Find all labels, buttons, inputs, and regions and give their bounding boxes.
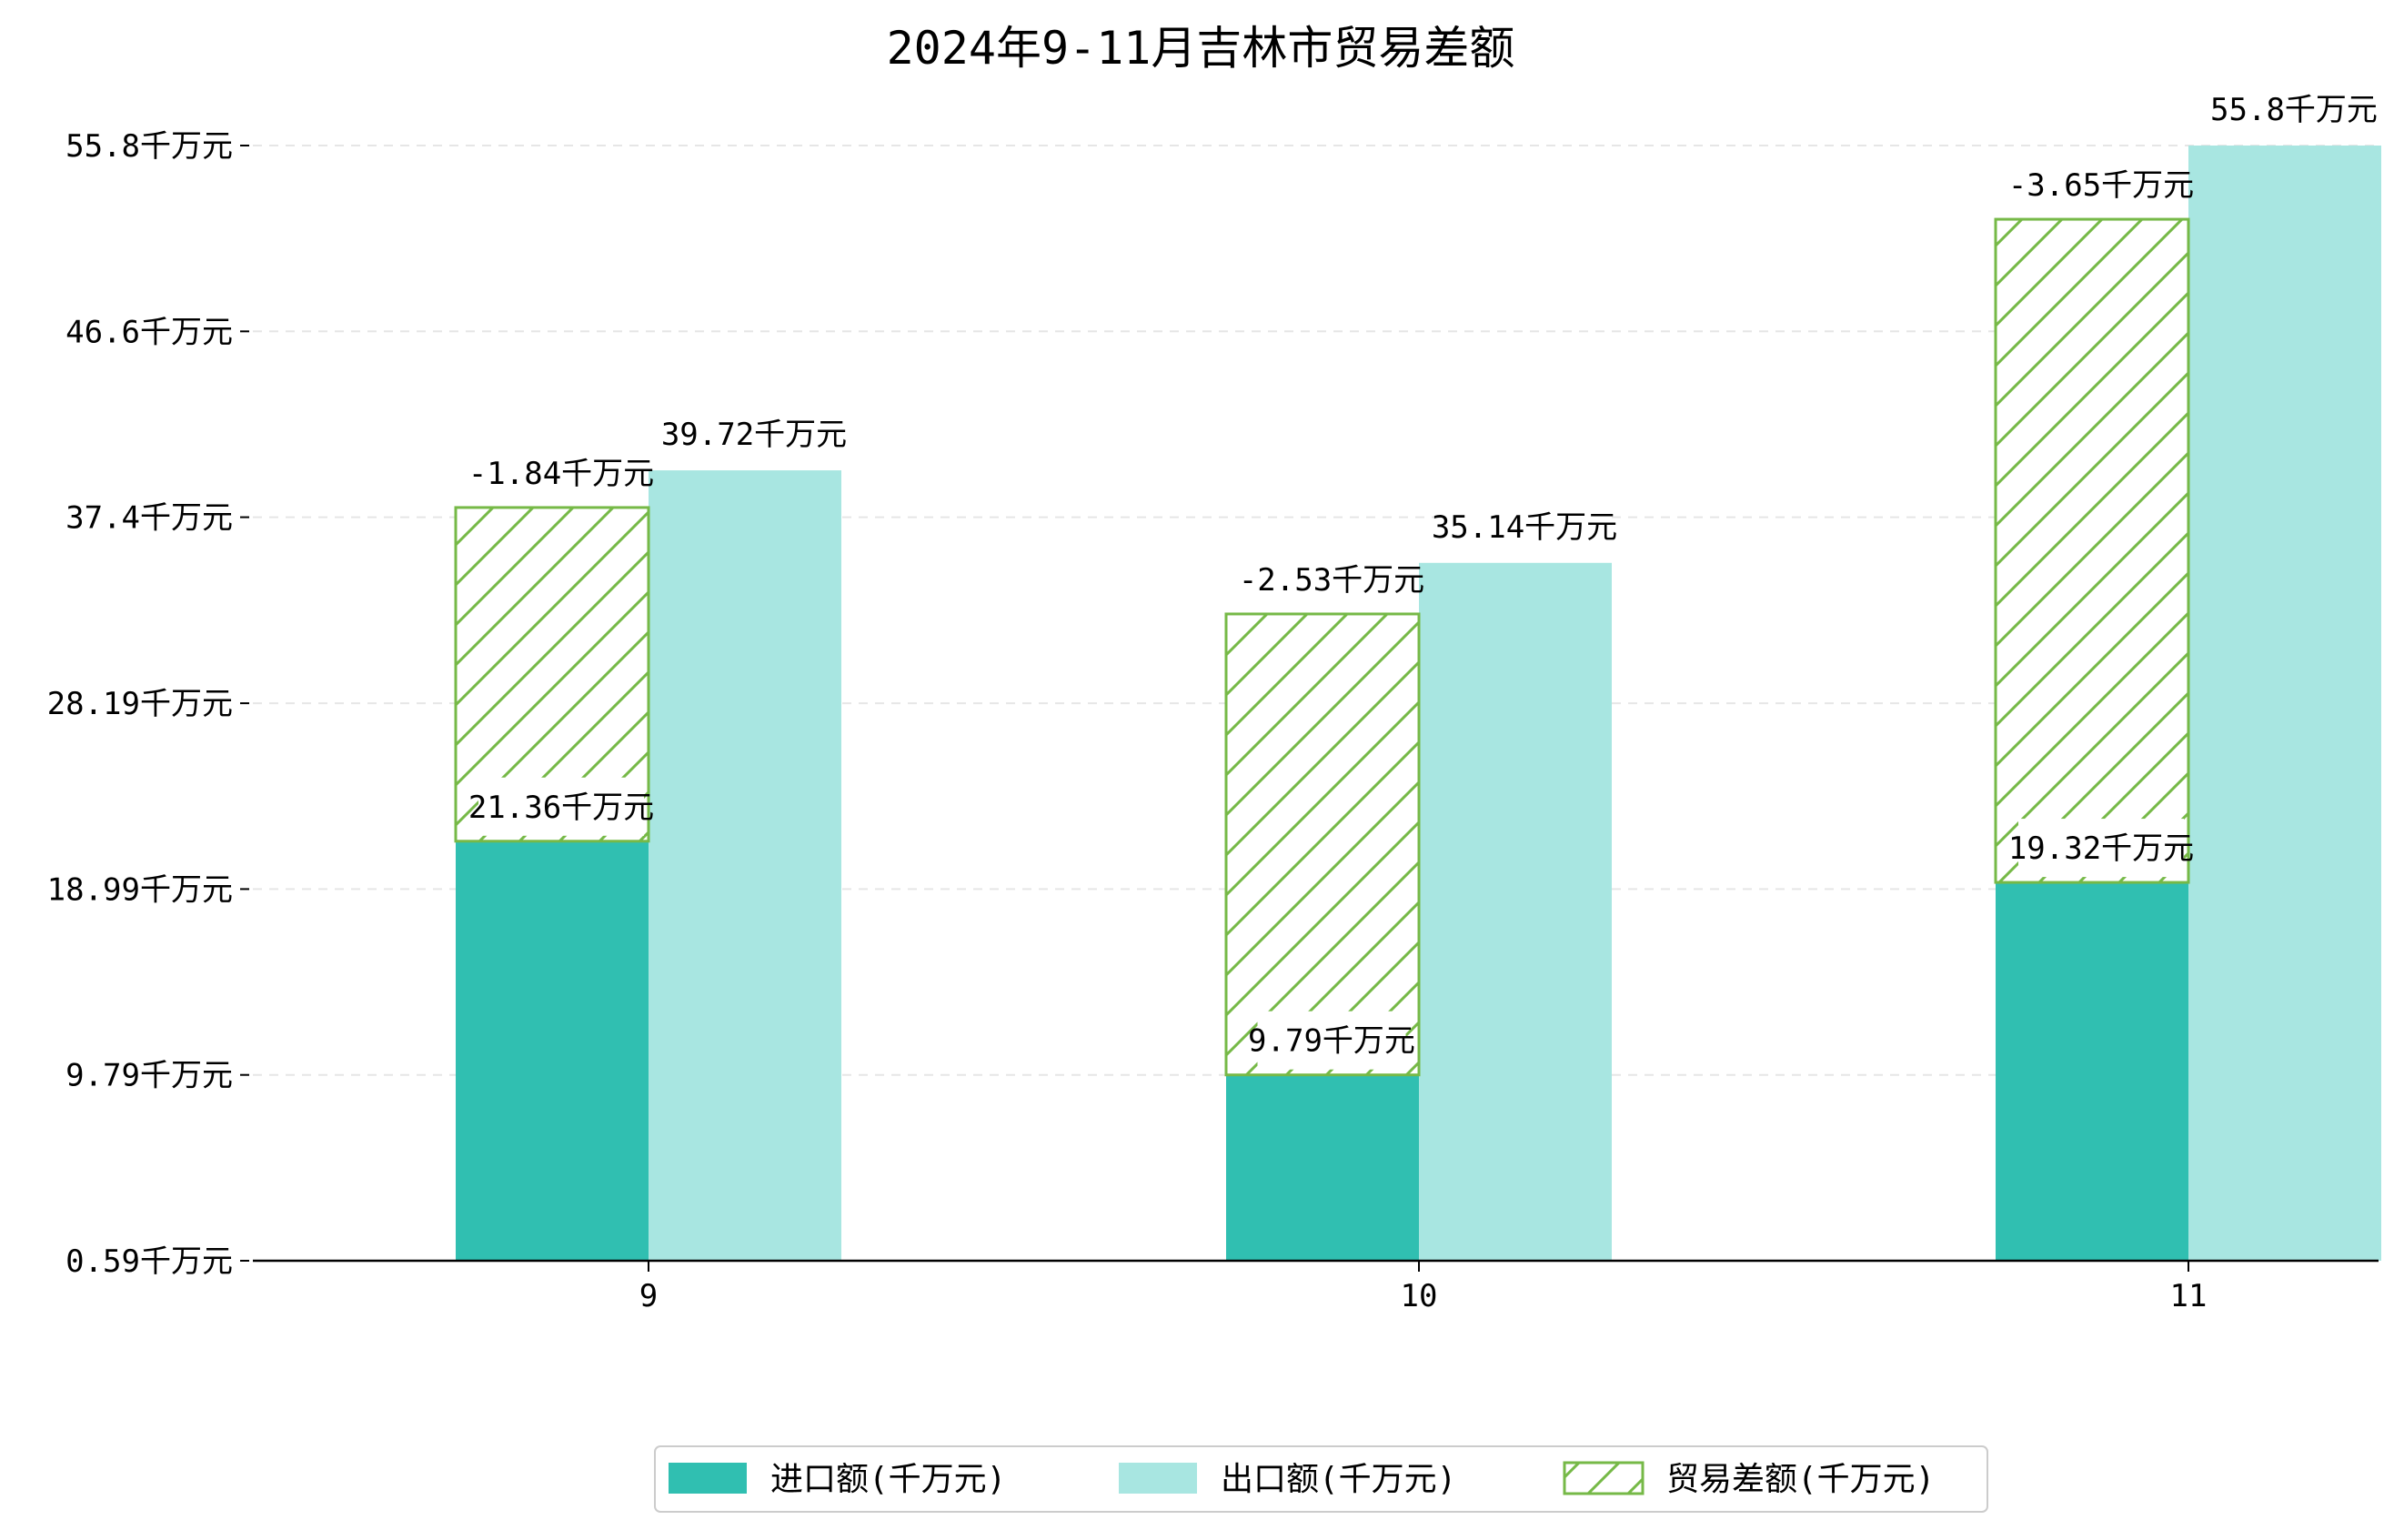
import-value-label: 19.32千万元 — [2008, 830, 2194, 867]
trade-balance-value-label-bg — [478, 443, 644, 502]
bars — [454, 146, 2381, 1261]
import-value-label-bg — [2018, 819, 2184, 878]
legend-box — [654, 1445, 1988, 1513]
y-tick-label: 55.8千万元 — [65, 128, 233, 165]
legend-export-swatch — [1119, 1463, 1197, 1494]
y-tick-label: 9.79千万元 — [65, 1058, 233, 1094]
legend-trade-balance-label: 贸易差额(千万元) — [1666, 1461, 1935, 1498]
export-value-label-bg — [671, 405, 837, 464]
y-tick-label: 18.99千万元 — [47, 871, 233, 908]
x-tick-label: 9 — [639, 1278, 658, 1314]
import-value-label-bg — [478, 777, 644, 836]
export-bar — [2188, 146, 2381, 1261]
import-value-label: 21.36千万元 — [468, 790, 654, 826]
trade-balance-bar — [1224, 612, 1421, 1077]
y-tick-label: 37.4千万元 — [65, 500, 233, 537]
data-labels: 39.72千万元-1.84千万元 21.36千万元 35.14千万元-2.53千万元… — [468, 80, 2378, 1070]
export-bar — [649, 470, 841, 1261]
y-tick-label: 28.19千万元 — [47, 686, 233, 722]
import-value-label-bg — [1257, 1011, 1406, 1070]
export-value-label-bg — [1442, 497, 1607, 556]
legend-import-swatch — [669, 1463, 747, 1494]
import-bar — [456, 840, 649, 1261]
export-value-label: 35.14千万元 — [1432, 509, 1617, 546]
y-tick-label: 0.59千万元 — [65, 1243, 233, 1280]
x-tick-label: 10 — [1401, 1278, 1438, 1314]
y-tick-label: 46.6千万元 — [65, 314, 233, 350]
axes: 0.59千万元 9.79千万元 18.99千万元 28.19千万元 37.4千万元 46.… — [47, 128, 2379, 1314]
trade-balance-value-label-bg — [1249, 549, 1414, 609]
export-value-label: 55.8千万元 — [2210, 92, 2378, 128]
trade-balance-value-label-bg — [2018, 156, 2184, 215]
legend-trade-balance-swatch — [1563, 1461, 1645, 1495]
chart-title: 2024年9-11月吉林市贸易差额 — [887, 22, 1515, 75]
trade-balance-value-label: -2.53千万元 — [1239, 562, 1424, 599]
trade-balance-value-label: -1.84千万元 — [468, 456, 654, 492]
legend-import-label: 进口额(千万元) — [770, 1461, 1006, 1498]
import-bar — [1996, 882, 2188, 1261]
legend: 进口额(千万元) 出口额(千万元) 贸易差额(千万元) — [654, 1445, 1988, 1513]
trade-balance-bar — [1994, 217, 2190, 884]
legend-export-label: 出口额(千万元) — [1221, 1461, 1456, 1498]
import-bar — [1226, 1074, 1419, 1261]
export-bar — [1419, 562, 1612, 1261]
x-tick-label: 11 — [2170, 1278, 2208, 1314]
export-value-label: 39.72千万元 — [661, 417, 847, 453]
export-value-label-bg — [2219, 80, 2369, 138]
import-value-label: 9.79千万元 — [1248, 1023, 1415, 1060]
trade-balance-value-label: -3.65千万元 — [2008, 167, 2194, 204]
